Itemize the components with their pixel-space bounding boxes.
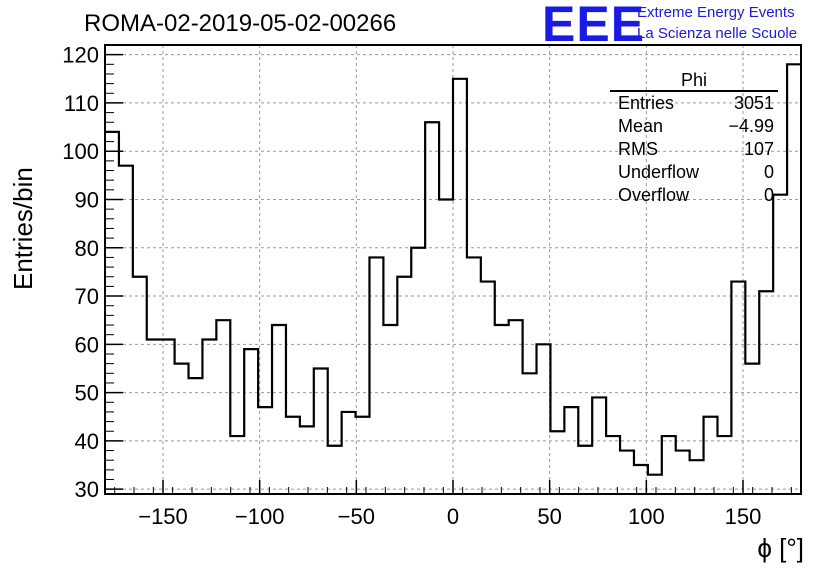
y-tick-label: 100: [62, 139, 99, 164]
stats-label: Underflow: [618, 162, 700, 182]
y-tick-label: 120: [62, 43, 99, 68]
y-tick-label: 30: [75, 477, 99, 502]
x-tick-label: −150: [138, 504, 188, 529]
stats-title: Phi: [610, 70, 778, 92]
histogram-series: [105, 63, 801, 476]
x-tick-label: −50: [338, 504, 375, 529]
chart-title: ROMA-02-2019-05-02-00266: [84, 10, 397, 37]
stats-row-rms: RMS 107: [610, 138, 778, 161]
stats-value: 107: [743, 139, 774, 159]
x-tick-label: −100: [235, 504, 285, 529]
eee-logo: EEE: [542, 0, 646, 52]
x-tick-label: 100: [628, 504, 665, 529]
stats-value: 0: [763, 185, 774, 205]
x-tick-label: 50: [537, 504, 561, 529]
y-tick-label: 50: [75, 381, 99, 406]
stats-label: Entries: [618, 93, 675, 113]
stats-box: Phi Entries 3051 Mean −4.99 RMS 107 Unde…: [610, 70, 778, 207]
y-tick-label: 80: [75, 236, 99, 261]
stats-row-mean: Mean −4.99: [610, 115, 778, 138]
stats-label: Overflow: [618, 185, 690, 205]
y-axis: 30 40 50 60 70 80 90 100 110 120: [62, 43, 123, 502]
x-tick-label: 0: [447, 504, 459, 529]
y-tick-label: 60: [75, 332, 99, 357]
y-axis-label: Entries/bin: [8, 167, 38, 290]
stats-row-underflow: Underflow 0: [610, 161, 778, 184]
x-axis-label: ϕ [°]: [757, 533, 804, 563]
stats-row-overflow: Overflow 0: [610, 184, 778, 207]
y-tick-label: 40: [75, 429, 99, 454]
x-axis: −150 −100 −50 0 50 100 150: [114, 480, 792, 529]
x-tick-label: 150: [725, 504, 762, 529]
y-tick-label: 110: [64, 91, 99, 116]
logo-line-1: Extreme Energy Events: [637, 4, 795, 21]
stats-value: −4.99: [728, 116, 774, 136]
y-tick-label: 70: [75, 284, 99, 309]
stats-value: 0: [763, 162, 774, 182]
stats-row-entries: Entries 3051: [610, 92, 778, 115]
stats-label: RMS: [618, 139, 658, 159]
stats-label: Mean: [618, 116, 664, 136]
logo-line-2: La Scienza nelle Scuole: [637, 25, 798, 42]
y-tick-label: 90: [75, 187, 99, 212]
stats-value: 3051: [733, 93, 774, 113]
